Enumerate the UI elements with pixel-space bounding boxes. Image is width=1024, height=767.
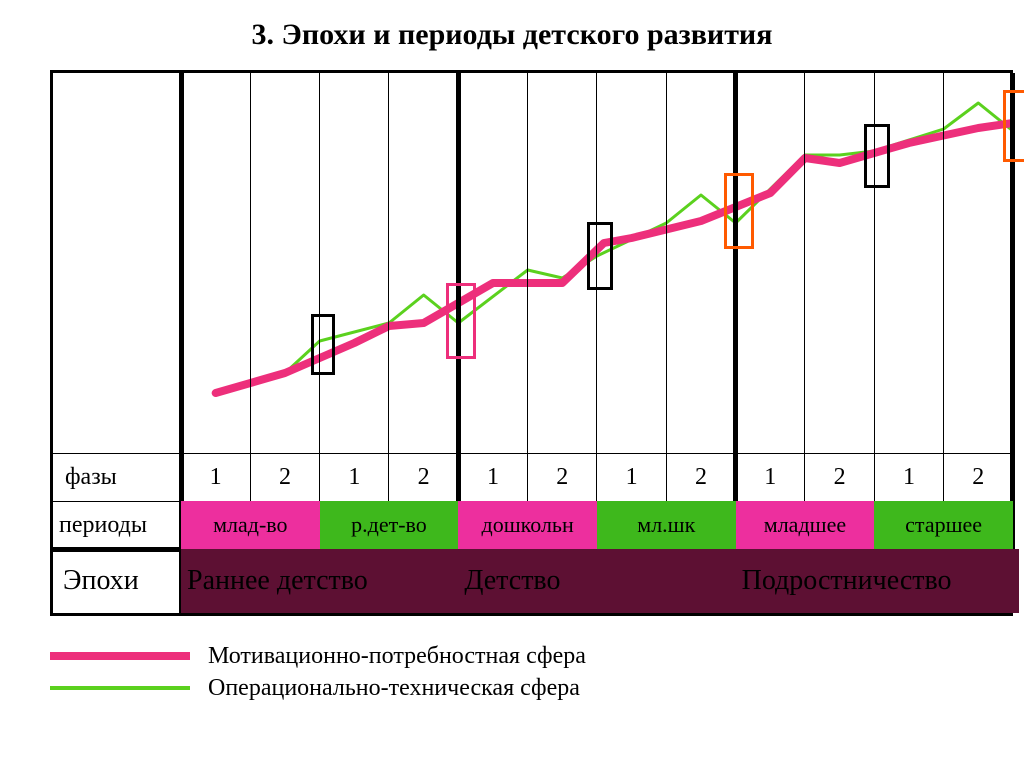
phase-1: 2	[250, 453, 319, 501]
page-title: 3. Эпохи и периоды детского развития	[0, 18, 1024, 52]
legend-swatch	[50, 686, 190, 690]
epoch-2: Подростничество	[736, 549, 1019, 613]
period-0: млад-во	[181, 501, 320, 549]
row-label-phases: фазы	[53, 453, 193, 501]
legend-swatch	[50, 652, 190, 660]
legend: Мотивационно-потребностная сфера Операцио…	[50, 640, 586, 704]
transition-marker-1	[446, 283, 476, 359]
row-label-epochs: Эпохи	[53, 549, 191, 613]
epoch-1: Детство	[458, 549, 741, 613]
phase-8: 1	[736, 453, 805, 501]
period-1: р.дет-во	[320, 501, 459, 549]
epoch-0: Раннее детство	[181, 549, 464, 613]
row-label-periods: периоды	[53, 501, 187, 549]
transition-marker-4	[864, 124, 890, 188]
phase-9: 2	[805, 453, 874, 501]
phase-7: 2	[666, 453, 735, 501]
phase-6: 1	[597, 453, 666, 501]
legend-label: Операционально-техническая сфера	[208, 675, 580, 702]
transition-marker-5	[1003, 90, 1024, 162]
legend-row-1: Операционально-техническая сфера	[50, 672, 586, 704]
transition-marker-2	[587, 222, 613, 290]
chart-area: фазыпериодыЭпохи121212121212млад-вор.дет…	[50, 70, 1013, 616]
phase-4: 1	[458, 453, 527, 501]
phase-0: 1	[181, 453, 250, 501]
phase-5: 2	[528, 453, 597, 501]
legend-label: Мотивационно-потребностная сфера	[208, 643, 586, 670]
transition-marker-3	[724, 173, 754, 249]
period-4: младшее	[736, 501, 875, 549]
period-3: мл.шк	[597, 501, 736, 549]
phase-11: 2	[944, 453, 1013, 501]
period-5: старшее	[874, 501, 1013, 549]
phase-2: 1	[320, 453, 389, 501]
legend-row-0: Мотивационно-потребностная сфера	[50, 640, 586, 672]
phase-3: 2	[389, 453, 458, 501]
period-2: дошкольн	[458, 501, 597, 549]
transition-marker-0	[311, 314, 335, 375]
phase-10: 1	[874, 453, 943, 501]
